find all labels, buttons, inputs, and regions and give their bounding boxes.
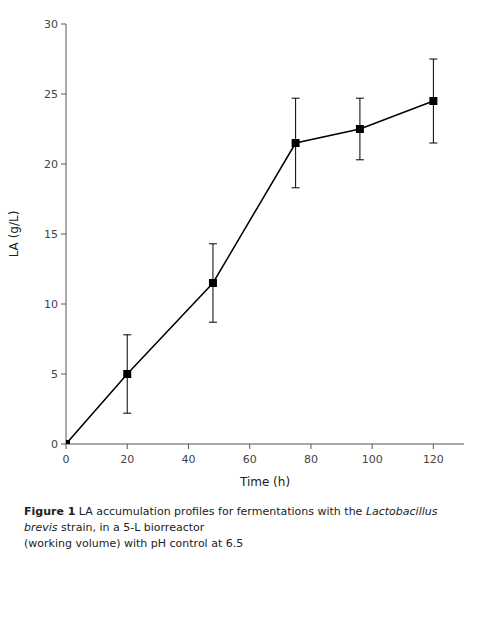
error-bar-cap [209, 243, 217, 244]
x-axis-line [66, 444, 464, 445]
y-tick [61, 374, 66, 375]
error-bar-cap [356, 159, 364, 160]
x-tick [188, 444, 189, 449]
error-bar-cap [123, 413, 131, 414]
caption-text: (working volume) with pH control at 6.5 [24, 537, 243, 550]
x-tick [249, 444, 250, 449]
caption-text: strain, in a 5-L biorreactor [58, 521, 205, 534]
y-tick [61, 94, 66, 95]
marker [356, 125, 364, 133]
y-tick [61, 304, 66, 305]
caption-text: LA accumulation profiles for fermentatio… [75, 505, 366, 518]
y-tick [61, 444, 66, 445]
x-tick [372, 444, 373, 449]
y-tick [61, 24, 66, 25]
x-tick-label: 20 [120, 453, 134, 466]
y-tick-label: 20 [44, 158, 58, 171]
caption-text: Figure 1 [24, 505, 75, 518]
error-bar-cap [209, 322, 217, 323]
y-tick [61, 234, 66, 235]
error-bar-cap [123, 334, 131, 335]
marker [209, 279, 217, 287]
x-tick [433, 444, 434, 449]
error-bar [356, 98, 364, 160]
marker [123, 370, 131, 378]
error-bar [209, 244, 217, 322]
marker [292, 139, 300, 147]
chart: 0 20 40 60 80 100 120 0 5 10 15 20 25 30 Time (h) LA (g… [0, 0, 488, 500]
y-tick-label: 15 [44, 228, 58, 241]
line [66, 101, 433, 444]
x-tick-label: 80 [304, 453, 318, 466]
x-tick-label: 40 [181, 453, 195, 466]
x-tick-label: 0 [63, 453, 70, 466]
x-tick-label: 120 [423, 453, 444, 466]
y-tick-label: 0 [51, 438, 58, 451]
y-tick-label: 25 [44, 88, 58, 101]
caption-line: (working volume) with pH control at 6.5 [24, 536, 464, 552]
y-tick-label: 5 [51, 368, 58, 381]
y-tick-label: 30 [44, 18, 58, 31]
x-tick [66, 444, 67, 449]
x-tick-label: 100 [362, 453, 383, 466]
error-bar-cap [292, 187, 300, 188]
error-bar [292, 98, 300, 188]
caption-line: Figure 1 LA accumulation profiles for fe… [24, 504, 464, 536]
x-tick [310, 444, 311, 449]
x-tick-label: 60 [243, 453, 257, 466]
plot-area [66, 59, 437, 444]
caption: Figure 1 LA accumulation profiles for fe… [0, 500, 488, 552]
x-tick [127, 444, 128, 449]
error-bar-cap [356, 98, 364, 99]
y-axis-label: LA (g/L) [7, 211, 21, 258]
y-tick [61, 164, 66, 165]
error-bar-cap [429, 59, 437, 60]
error-bar [123, 335, 131, 413]
error-bar [429, 59, 437, 143]
marker [66, 440, 70, 444]
error-bar-cap [292, 98, 300, 99]
marker [429, 97, 437, 105]
x-axis-label: Time (h) [239, 475, 290, 489]
error-bar-cap [429, 143, 437, 144]
y-tick-label: 10 [44, 298, 58, 311]
